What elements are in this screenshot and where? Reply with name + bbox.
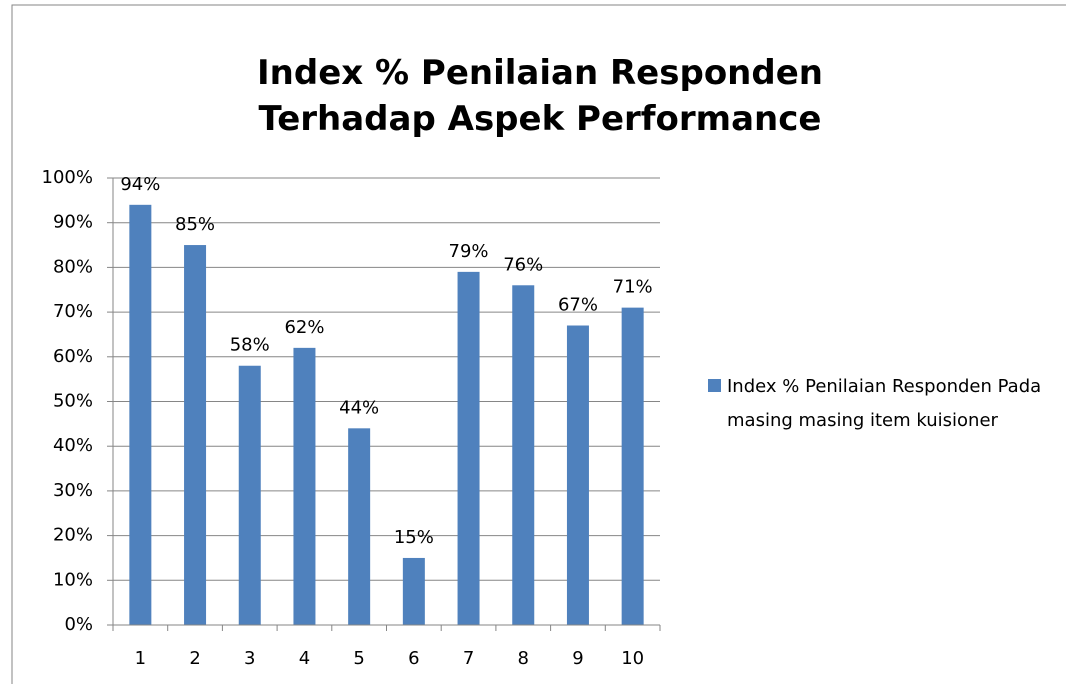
data-label: 71%	[613, 277, 653, 298]
y-tick-label: 100%	[42, 167, 93, 188]
data-label: 62%	[284, 317, 324, 338]
y-tick-label: 70%	[53, 301, 93, 322]
data-label: 44%	[339, 397, 379, 418]
bar	[348, 428, 371, 625]
y-tick-label: 10%	[53, 569, 93, 590]
y-tick-label: 90%	[53, 212, 93, 233]
x-tick-label: 5	[353, 648, 364, 669]
legend-swatch	[708, 379, 721, 392]
y-tick-label: 20%	[53, 525, 93, 546]
y-tick-label: 80%	[53, 256, 93, 277]
y-tick-label: 0%	[64, 614, 93, 635]
x-tick-label: 4	[299, 648, 310, 669]
bar	[621, 307, 644, 625]
x-tick-label: 1	[135, 648, 146, 669]
bar	[402, 557, 425, 625]
x-tick-label: 6	[408, 648, 419, 669]
x-tick-label: 2	[189, 648, 200, 669]
y-tick-label: 30%	[53, 480, 93, 501]
data-label: 67%	[558, 295, 598, 316]
bar	[129, 204, 152, 625]
legend-label: Index % Penilaian Responden Pada masing …	[727, 376, 1042, 431]
bar	[238, 365, 261, 625]
bar	[184, 245, 207, 626]
x-tick-label: 10	[621, 648, 644, 669]
chart-title: Index % Penilaian Responden Terhadap Asp…	[257, 53, 823, 139]
bar	[512, 285, 535, 625]
data-label: 79%	[449, 241, 489, 262]
x-tick-label: 9	[572, 648, 583, 669]
y-tick-label: 40%	[53, 435, 93, 456]
y-tick-label: 50%	[53, 391, 93, 412]
data-label: 15%	[394, 527, 434, 548]
x-tick-label: 3	[244, 648, 255, 669]
data-label: 94%	[120, 174, 160, 195]
data-label: 76%	[503, 254, 543, 275]
bar	[293, 347, 316, 625]
bar	[566, 325, 589, 625]
x-tick-label: 8	[518, 648, 529, 669]
data-label: 85%	[175, 214, 215, 235]
data-label: 58%	[230, 335, 270, 356]
y-tick-label: 60%	[53, 346, 93, 367]
x-tick-label: 7	[463, 648, 474, 669]
bar	[457, 271, 480, 625]
